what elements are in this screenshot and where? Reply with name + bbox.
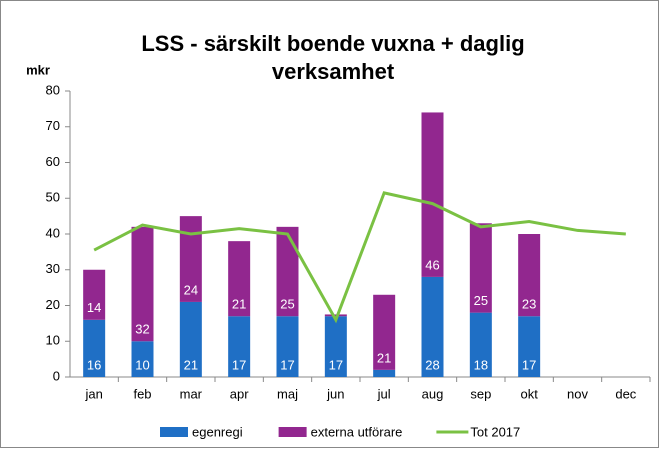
x-tick-label: okt — [520, 386, 538, 401]
data-label: 25 — [280, 297, 294, 312]
x-tick-label: sep — [470, 386, 491, 401]
line — [93, 191, 626, 324]
data-label: 14 — [87, 300, 101, 315]
bar-segment — [373, 294, 396, 370]
bar-segment — [421, 112, 444, 277]
bar-segment — [83, 319, 106, 377]
bar-segment — [518, 316, 541, 377]
data-label: 17 — [522, 357, 536, 372]
data-label: 21 — [377, 350, 391, 365]
y-tick-label: 0 — [53, 368, 60, 383]
legend-label: egenregi — [192, 424, 243, 439]
data-label: 17 — [232, 357, 246, 372]
bar-segment — [324, 314, 347, 317]
legend-label: Tot 2017 — [470, 424, 520, 439]
bar-segment — [228, 241, 251, 317]
legend-label: externa utförare — [311, 424, 403, 439]
bar-segment — [228, 316, 251, 377]
bar-segment — [131, 341, 154, 377]
data-label: 32 — [135, 322, 149, 337]
y-tick-label: 50 — [46, 190, 60, 205]
bar-segment — [179, 301, 202, 377]
data-label: 24 — [184, 282, 198, 297]
bar-segment — [421, 276, 444, 377]
data-label: 18 — [474, 357, 488, 372]
data-label: 28 — [425, 357, 439, 372]
x-tick-label: aug — [422, 386, 444, 401]
chart-title: verksamhet — [272, 59, 395, 84]
legend-swatch — [278, 427, 307, 437]
x-tick-label: mar — [180, 386, 203, 401]
bar-segment — [373, 369, 396, 377]
y-tick-label: 40 — [46, 225, 60, 240]
data-label: 46 — [425, 257, 439, 272]
y-tick-label: 20 — [46, 297, 60, 312]
y-tick-label: 80 — [46, 82, 60, 97]
data-label: 21 — [232, 297, 246, 312]
x-tick-label: maj — [277, 386, 298, 401]
y-axis-label: mkr — [26, 62, 50, 77]
x-tick-label: jul — [377, 386, 391, 401]
data-label: 10 — [135, 357, 149, 372]
legend-swatch — [160, 427, 188, 437]
x-tick-label: nov — [567, 386, 588, 401]
y-tick-label: 10 — [46, 333, 60, 348]
bar-segment — [518, 234, 541, 317]
bar-segment — [276, 316, 299, 377]
x-tick-label: jun — [326, 386, 344, 401]
data-label: 17 — [329, 357, 343, 372]
data-label: 16 — [87, 357, 101, 372]
x-tick-label: jan — [84, 386, 102, 401]
bar-segment — [469, 223, 492, 313]
bar-segment — [83, 269, 106, 320]
x-tick-label: dec — [615, 386, 636, 401]
bar-segment — [469, 312, 492, 377]
data-label: 21 — [184, 357, 198, 372]
bar-segment — [179, 216, 202, 302]
data-label: 23 — [522, 297, 536, 312]
bar-segment — [324, 316, 347, 377]
y-tick-label: 30 — [46, 261, 60, 276]
y-tick-label: 60 — [46, 154, 60, 169]
data-label: 17 — [280, 357, 294, 372]
x-tick-label: apr — [230, 386, 249, 401]
bar-segment — [131, 226, 154, 342]
x-tick-label: feb — [133, 386, 151, 401]
data-label: 25 — [474, 293, 488, 308]
y-tick-label: 70 — [46, 118, 60, 133]
chart-title: LSS - särskilt boende vuxna + daglig — [141, 31, 524, 56]
bar-segment — [276, 226, 299, 317]
